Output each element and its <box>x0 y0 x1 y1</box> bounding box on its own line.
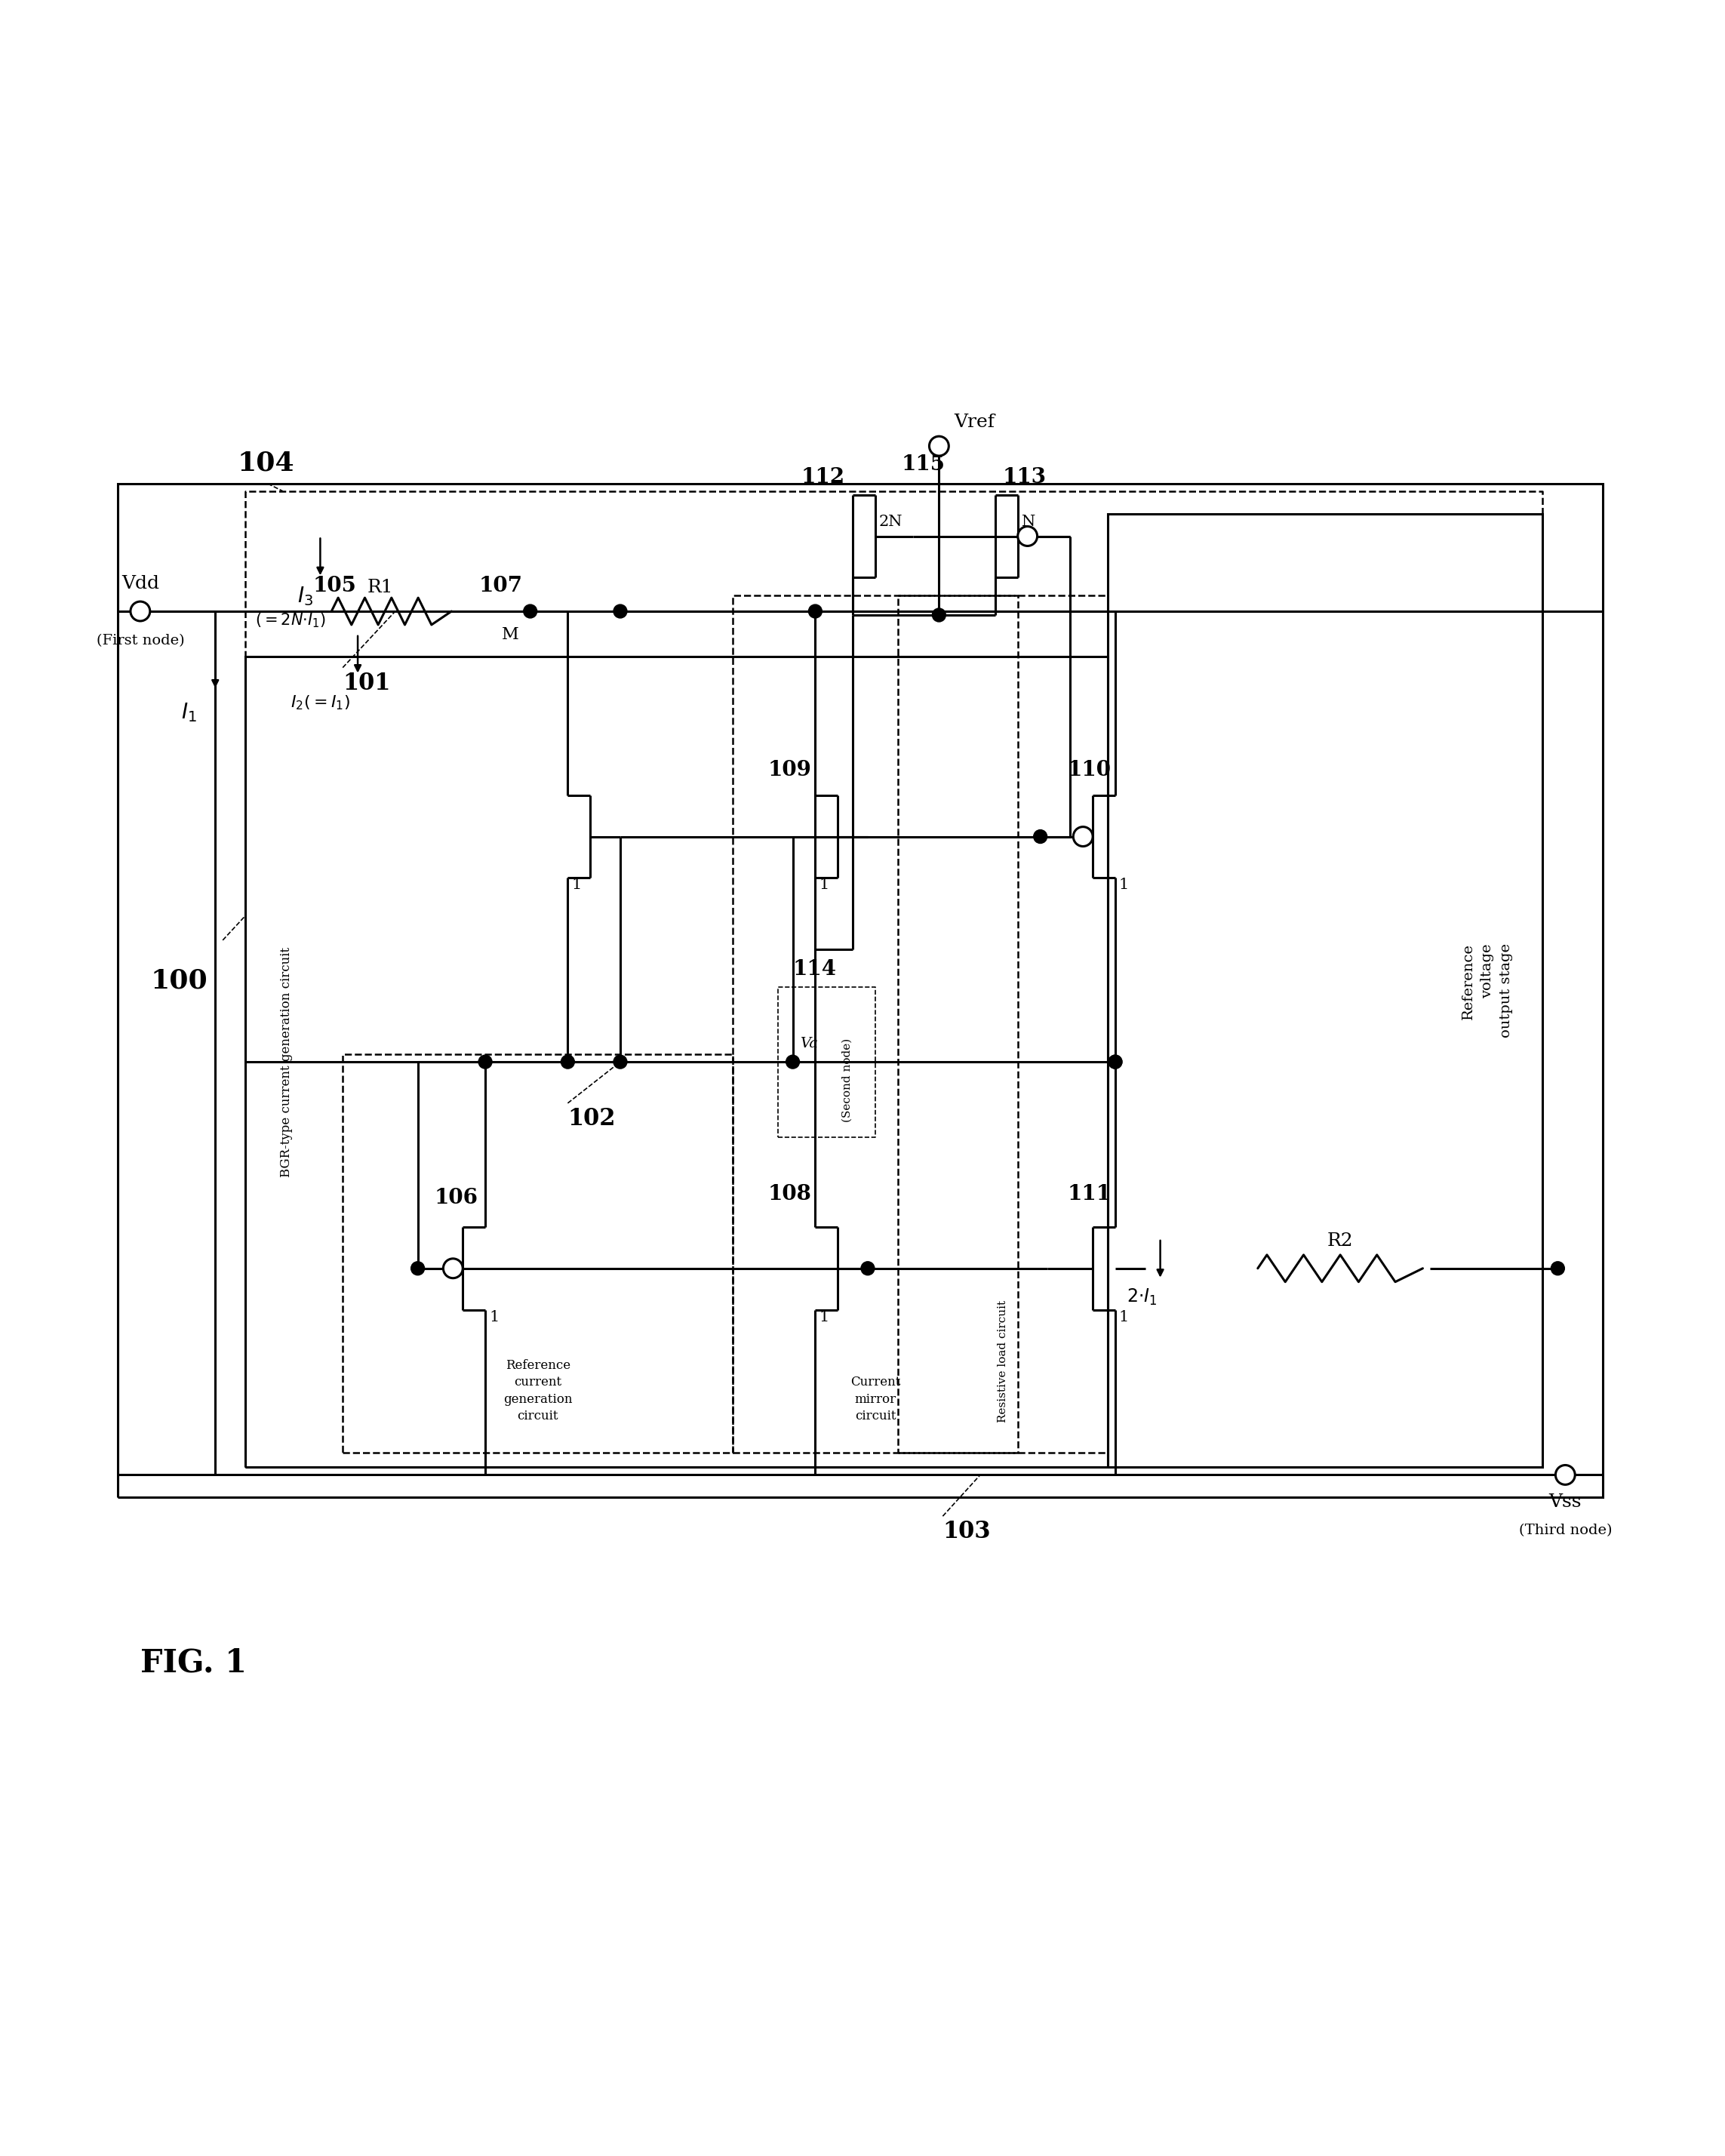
Text: BGR-type current generation circuit: BGR-type current generation circuit <box>279 946 293 1177</box>
Text: $2{\cdot}I_1$: $2{\cdot}I_1$ <box>1126 1287 1157 1307</box>
Circle shape <box>131 602 150 621</box>
Text: 1: 1 <box>1120 877 1130 893</box>
Text: 111: 111 <box>1068 1184 1111 1205</box>
Text: 2N: 2N <box>880 515 902 528</box>
Circle shape <box>1018 526 1037 545</box>
Circle shape <box>787 1054 799 1069</box>
Text: 101: 101 <box>343 671 390 694</box>
Text: Reference
current
generation
circuit: Reference current generation circuit <box>504 1358 573 1423</box>
Text: M: M <box>502 625 519 642</box>
Text: 113: 113 <box>1002 468 1047 487</box>
Circle shape <box>478 1054 492 1069</box>
Text: 105: 105 <box>312 576 357 597</box>
Text: 107: 107 <box>480 576 523 597</box>
Text: 1: 1 <box>819 877 830 893</box>
Text: 106: 106 <box>435 1188 478 1207</box>
Circle shape <box>1109 1054 1121 1069</box>
Text: Vdd: Vdd <box>121 576 159 593</box>
Text: $I_2(=I_1)$: $I_2(=I_1)$ <box>290 694 350 711</box>
Circle shape <box>614 1054 626 1069</box>
Text: N: N <box>1021 515 1035 528</box>
Circle shape <box>411 1261 424 1274</box>
Text: 1: 1 <box>571 877 581 893</box>
Text: (Third node): (Third node) <box>1518 1524 1611 1537</box>
Circle shape <box>932 608 945 621</box>
Text: 114: 114 <box>793 959 837 979</box>
Circle shape <box>1109 1054 1121 1069</box>
Text: Resistive load circuit: Resistive load circuit <box>997 1300 1007 1423</box>
Circle shape <box>1551 1261 1565 1274</box>
Text: $I_1$: $I_1$ <box>181 701 197 724</box>
Text: 110: 110 <box>1068 759 1111 780</box>
Text: 102: 102 <box>568 1106 616 1130</box>
Text: 108: 108 <box>768 1184 811 1205</box>
Text: Vss: Vss <box>1549 1494 1582 1511</box>
Text: 104: 104 <box>238 451 295 476</box>
Circle shape <box>561 1054 574 1069</box>
Text: R2: R2 <box>1327 1233 1354 1250</box>
Circle shape <box>809 604 823 619</box>
Circle shape <box>614 604 626 619</box>
Text: Current
mirror
circuit: Current mirror circuit <box>850 1376 900 1423</box>
Text: $I_3$: $I_3$ <box>297 584 314 608</box>
Text: 112: 112 <box>802 468 845 487</box>
Circle shape <box>1073 826 1092 847</box>
Circle shape <box>1556 1466 1575 1485</box>
Text: (Second node): (Second node) <box>842 1037 852 1121</box>
Text: Va: Va <box>800 1037 818 1050</box>
Text: 103: 103 <box>944 1520 990 1544</box>
Text: 109: 109 <box>768 759 811 780</box>
Text: 115: 115 <box>902 455 945 474</box>
Text: (First node): (First node) <box>97 634 185 647</box>
Text: Vref: Vref <box>954 414 995 431</box>
Text: 1: 1 <box>488 1309 499 1324</box>
Text: 1: 1 <box>1120 1309 1130 1324</box>
Text: R1: R1 <box>367 580 393 597</box>
Text: 100: 100 <box>150 968 207 994</box>
Text: FIG. 1: FIG. 1 <box>140 1647 247 1680</box>
Circle shape <box>443 1259 462 1279</box>
Circle shape <box>930 436 949 455</box>
Text: Reference
voltage
output stage: Reference voltage output stage <box>1461 944 1513 1037</box>
Circle shape <box>1033 830 1047 843</box>
Circle shape <box>861 1261 875 1274</box>
Text: $(=2N{\cdot}I_1)$: $(=2N{\cdot}I_1)$ <box>255 612 326 630</box>
Text: 1: 1 <box>819 1309 830 1324</box>
Circle shape <box>523 604 536 619</box>
